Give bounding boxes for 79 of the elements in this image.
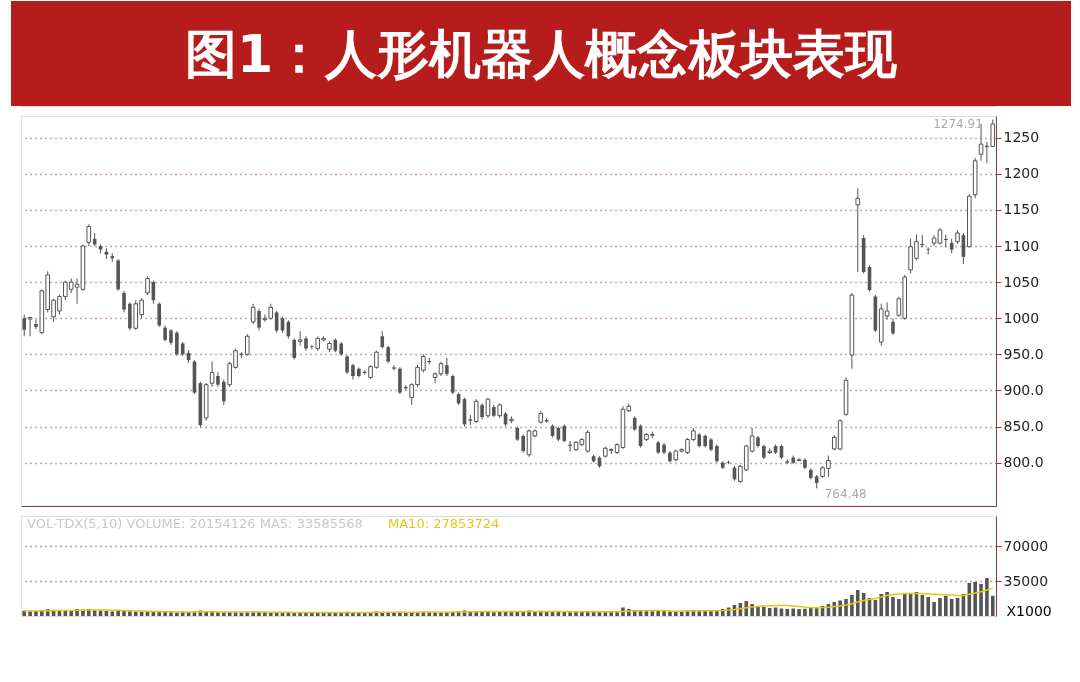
candlestick (244, 333, 250, 357)
bar (926, 597, 930, 616)
bar (803, 608, 807, 616)
bar (902, 594, 907, 616)
candlestick (145, 275, 150, 296)
bar (116, 611, 120, 616)
bar (944, 596, 948, 616)
bar (879, 594, 884, 616)
bar (492, 612, 496, 616)
bar (110, 611, 115, 616)
y-tick-label: 1000 (1003, 309, 1040, 326)
annotation: 1274.91 (933, 116, 983, 131)
bar (791, 608, 795, 616)
bar (656, 610, 660, 616)
bar (128, 611, 132, 616)
bar (832, 602, 837, 616)
bar (122, 610, 126, 616)
bar (163, 612, 167, 616)
bar (809, 608, 813, 616)
bar (22, 610, 27, 616)
candlestick (445, 357, 449, 377)
bar (304, 612, 308, 616)
text: MA10: 27853724 (388, 516, 500, 531)
candlestick (521, 434, 525, 454)
bar (855, 590, 860, 616)
annotation: 764.48 (824, 487, 867, 502)
y-tick-label: 1050 (1003, 273, 1040, 290)
candlestick (926, 246, 930, 256)
bar (157, 611, 162, 616)
candlestick (398, 366, 402, 395)
line-series (23, 587, 994, 614)
y-axis-title: X1000 (1006, 602, 1052, 619)
bar (891, 597, 895, 616)
y-tick-label: 35000 (1003, 572, 1049, 589)
y-tick-label: 1150 (1003, 201, 1040, 218)
bar (973, 582, 977, 616)
bar (574, 612, 578, 616)
bar (967, 583, 972, 616)
y-tick-label: 1200 (1003, 165, 1040, 182)
candlestick (292, 337, 297, 360)
y-tick-label: 800.0 (1003, 454, 1044, 471)
bar (762, 607, 766, 616)
bar (985, 578, 989, 616)
bar (756, 606, 760, 616)
bar (480, 611, 484, 616)
candlestick (175, 330, 179, 357)
bar (486, 612, 490, 616)
candlestick (157, 301, 162, 328)
candlestick (345, 354, 349, 375)
y-tick-label: 1100 (1003, 237, 1040, 254)
bar (744, 601, 749, 616)
bar (767, 608, 772, 616)
bar (979, 584, 983, 616)
y-tick-label: 950.0 (1003, 345, 1044, 362)
bar (662, 611, 666, 616)
bar (932, 602, 936, 616)
y-tick-label: 70000 (1003, 537, 1049, 554)
y-tick-label: 900.0 (1003, 381, 1044, 398)
bar (938, 598, 942, 616)
candlestick (715, 444, 719, 464)
y-tick-label: 850.0 (1003, 418, 1044, 435)
candlestick (450, 374, 455, 395)
candlestick (122, 290, 126, 313)
candlestick (22, 314, 27, 337)
bar (292, 612, 297, 616)
candlestick (562, 423, 567, 443)
candlestick (855, 187, 861, 273)
bar (580, 611, 584, 616)
chart-title: 图1：人形机器人概念板块表现 (184, 24, 899, 84)
bar (850, 595, 854, 616)
bar (990, 595, 995, 616)
bar (315, 612, 320, 616)
bar (885, 592, 889, 616)
bar (568, 612, 572, 616)
bar (897, 599, 901, 616)
y-tick-label: 1250 (1003, 129, 1040, 146)
bar (797, 609, 801, 616)
candlestick (392, 364, 396, 371)
candlestick (86, 223, 92, 247)
